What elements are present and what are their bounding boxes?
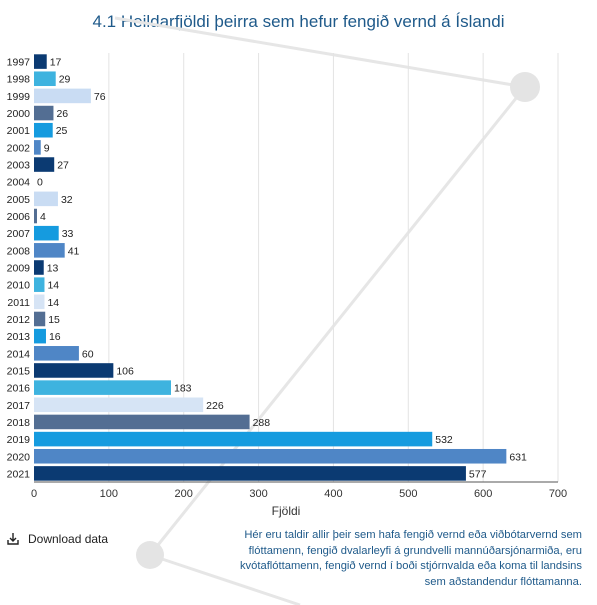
y-category-label: 2021	[7, 468, 31, 480]
download-data-label: Download data	[28, 532, 109, 546]
bar-value-label: 17	[50, 57, 62, 69]
y-category-label: 2020	[7, 451, 31, 463]
x-tick-label: 100	[100, 488, 118, 500]
y-axis-labels: 1997 1998 1999 2000 2001 2002 2003 2004 2005 2006…	[7, 57, 31, 481]
download-data-button[interactable]: Download data	[6, 532, 108, 546]
bar-value-label: 26	[56, 108, 68, 120]
y-category-label: 2004	[7, 177, 31, 189]
bar-2019	[34, 431, 433, 447]
bar-2011	[34, 294, 45, 310]
chart-title: 4.1 Heildarfjöldi þeirra sem hefur fengi…	[92, 12, 505, 31]
y-category-label: 2005	[7, 194, 31, 206]
bar-value-label: 41	[68, 245, 80, 257]
x-axis-title: Fjöldi	[272, 504, 301, 518]
bar-2013	[34, 328, 46, 344]
bar-1999	[34, 88, 91, 104]
x-tick-label: 200	[175, 488, 193, 500]
y-category-label: 2001	[7, 125, 31, 137]
bar-2001	[34, 122, 53, 138]
bar-1997	[34, 54, 47, 69]
bar-2014	[34, 346, 79, 361]
bar-2017	[34, 397, 204, 413]
bar-2012	[34, 311, 46, 327]
bar-value-label: 13	[47, 263, 59, 275]
bar-value-label: 60	[82, 348, 94, 360]
bar-2002	[34, 140, 41, 155]
bar-value-label: 29	[59, 74, 71, 86]
bar-value-label: 16	[49, 331, 61, 343]
y-category-label: 2014	[7, 348, 31, 360]
bar-2021	[34, 466, 466, 481]
y-category-label: 2015	[7, 365, 31, 377]
y-category-label: 2013	[7, 331, 31, 343]
y-category-label: 2003	[7, 160, 31, 172]
x-tick-label: 700	[549, 488, 567, 500]
y-category-label: 2006	[7, 211, 31, 223]
y-category-label: 1997	[7, 57, 31, 69]
bar-2016	[34, 380, 171, 395]
y-category-label: 1998	[7, 74, 31, 86]
bar-2007	[34, 225, 59, 241]
bar-value-label: 532	[435, 434, 453, 446]
y-category-label: 2017	[7, 400, 31, 412]
x-tick-label: 500	[399, 488, 417, 500]
y-category-label: 2016	[7, 383, 31, 395]
bar-2005	[34, 191, 58, 207]
y-category-label: 2000	[7, 108, 31, 120]
bar-value-label: 226	[206, 400, 224, 412]
x-tick-label: 300	[249, 488, 267, 500]
bar-2006	[34, 208, 37, 224]
y-category-label: 2012	[7, 314, 31, 326]
bar-value-label: 106	[116, 365, 134, 377]
bar-value-label: 14	[47, 297, 59, 309]
y-category-label: 2018	[7, 417, 31, 429]
y-category-label: 2002	[7, 142, 31, 154]
x-tick-label: 0	[31, 488, 37, 500]
bar-value-label: 4	[40, 211, 46, 223]
bar-2003	[34, 157, 55, 172]
x-tick-label: 400	[324, 488, 342, 500]
download-icon	[7, 533, 19, 545]
bar-value-label: 631	[509, 451, 527, 463]
bar-value-label: 76	[94, 91, 106, 103]
y-category-label: 2011	[7, 297, 30, 309]
bar-value-label: 14	[47, 280, 59, 292]
bar-value-label: 183	[174, 383, 192, 395]
y-category-label: 2009	[7, 263, 31, 275]
bar-value-label: 9	[44, 142, 50, 154]
bar-value-label: 32	[61, 194, 73, 206]
bar-2010	[34, 277, 45, 292]
bar-2018	[34, 414, 250, 430]
background-decoration	[114, 16, 540, 605]
y-category-label: 1999	[7, 91, 31, 103]
y-category-label: 2010	[7, 280, 31, 292]
bar-1998	[34, 71, 56, 87]
y-category-label: 2007	[7, 228, 31, 240]
bar-value-label: 33	[62, 228, 74, 240]
bar-value-label: 288	[253, 417, 271, 429]
bar-2020	[34, 448, 507, 464]
bar-value-label: 27	[57, 160, 69, 172]
chart-footnote: Hér eru taldir allir þeir sem hafa fengi…	[239, 529, 582, 588]
bar-value-label: 0	[37, 177, 43, 189]
chart-bars: 17 29 76 26 25 9 27 0 32 4 33 41 13 14 14 15 16 60 106 183 2…	[34, 54, 527, 481]
bar-value-label: 25	[56, 125, 68, 137]
bar-value-label: 577	[469, 468, 487, 480]
bar-value-label: 15	[48, 314, 60, 326]
bar-2000	[34, 105, 54, 121]
x-axis-ticks: 0 100 200 300 400 500 600 700	[31, 488, 567, 500]
bar-2008	[34, 243, 65, 258]
x-tick-label: 600	[474, 488, 492, 500]
bar-2009	[34, 260, 44, 275]
y-category-label: 2019	[7, 434, 31, 446]
bar-2015	[34, 363, 114, 378]
y-category-label: 2008	[7, 245, 31, 257]
